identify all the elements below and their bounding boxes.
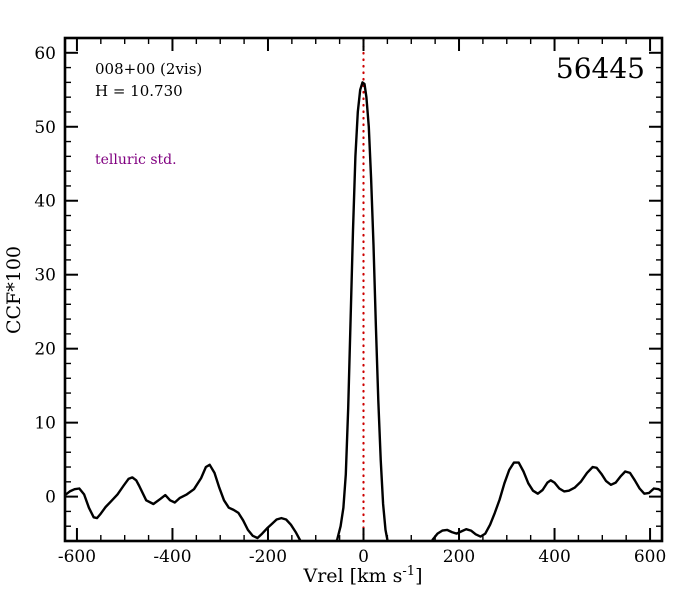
x-tick-label: -600 <box>58 547 96 567</box>
y-tick-label: 10 <box>34 414 56 434</box>
x-tick-label: 600 <box>634 547 666 567</box>
y-tick-label: 0 <box>45 488 56 508</box>
ccf-curve <box>65 81 662 541</box>
h-magnitude-annotation: H = 10.730 <box>95 82 183 100</box>
y-tick-label: 50 <box>34 118 56 138</box>
field-id-annotation: 008+00 (2vis) <box>95 60 203 78</box>
x-tick-label: 0 <box>358 547 369 567</box>
y-tick-label: 20 <box>34 340 56 360</box>
x-tick-label: 400 <box>538 547 570 567</box>
x-axis-label: Vrel [km s-1] <box>303 564 423 587</box>
plot-id-title: 56445 <box>555 52 645 85</box>
y-axis-label: CCF*100 <box>3 246 25 334</box>
x-tick-label: -200 <box>249 547 287 567</box>
y-tick-label: 40 <box>34 192 56 212</box>
x-tick-label: -400 <box>153 547 191 567</box>
plot-frame <box>63 36 664 543</box>
y-tick-label: 60 <box>34 44 56 64</box>
y-tick-label: 30 <box>34 266 56 286</box>
x-tick-label: 200 <box>443 547 475 567</box>
telluric-std-annotation: telluric std. <box>95 152 177 168</box>
